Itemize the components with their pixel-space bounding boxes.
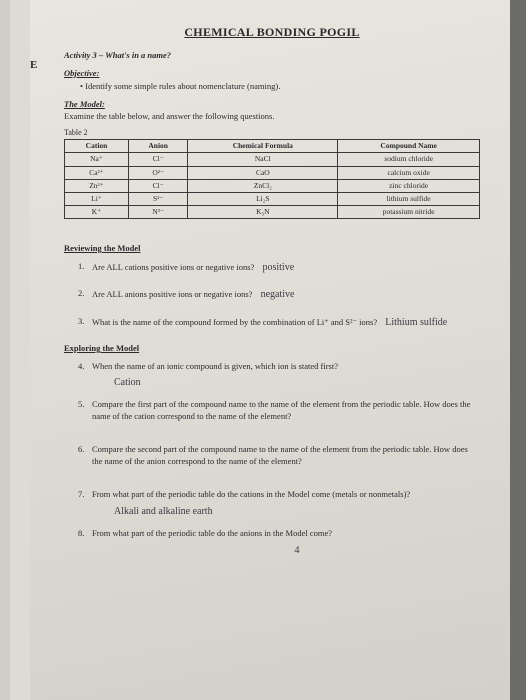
q-num: 6. bbox=[78, 444, 92, 467]
table-row: Ca²⁺O²⁻CaOcalcium oxide bbox=[65, 166, 480, 179]
objective-bullet: • Identify some simple rules about nomen… bbox=[80, 81, 480, 92]
table-cell: Na⁺ bbox=[65, 153, 129, 166]
table-header: Anion bbox=[128, 140, 187, 153]
activity-line: Activity 3 – What's in a name? bbox=[64, 50, 480, 61]
question: 2.Are ALL anions positive ions or negati… bbox=[78, 288, 480, 302]
reviewing-heading: Reviewing the Model bbox=[64, 243, 480, 254]
table-cell: Li₂S bbox=[188, 192, 338, 205]
table-cell: K⁺ bbox=[65, 205, 129, 218]
q-num: 5. bbox=[78, 399, 92, 422]
q-num: 2. bbox=[78, 288, 92, 302]
table-cell: lithium sulfide bbox=[338, 192, 480, 205]
table-cell: sodium chloride bbox=[338, 153, 480, 166]
handwritten-answer: Cation bbox=[114, 376, 480, 390]
objective-section: Objective: • Identify some simple rules … bbox=[64, 68, 480, 93]
table-cell: Zn²⁺ bbox=[65, 179, 129, 192]
page-title: CHEMICAL BONDING POGIL bbox=[64, 24, 480, 40]
handwritten-answer: negative bbox=[261, 289, 295, 300]
table-cell: calcium oxide bbox=[338, 166, 480, 179]
table-cell: potassium nitride bbox=[338, 205, 480, 218]
q-text: Are ALL cations positive ions or negativ… bbox=[92, 261, 480, 275]
q-num: 8. bbox=[78, 528, 92, 539]
q-num: 3. bbox=[78, 316, 92, 330]
table-cell: N³⁻ bbox=[128, 205, 187, 218]
model-label: The Model: bbox=[64, 99, 105, 109]
chemical-table: CationAnionChemical FormulaCompound Name… bbox=[64, 139, 480, 219]
table-cell: Ca²⁺ bbox=[65, 166, 129, 179]
table-cell: NaCl bbox=[188, 153, 338, 166]
table-cell: ZnCl₂ bbox=[188, 179, 338, 192]
table-cell: O²⁻ bbox=[128, 166, 187, 179]
q-text: When the name of an ionic compound is gi… bbox=[92, 361, 480, 372]
handwritten-answer: 4 bbox=[114, 544, 480, 558]
table-cell: Li⁺ bbox=[65, 192, 129, 205]
q-text: Compare the first part of the compound n… bbox=[92, 399, 480, 422]
q-num: 7. bbox=[78, 489, 92, 500]
exploring-heading: Exploring the Model bbox=[64, 343, 480, 354]
question: 7.From what part of the periodic table d… bbox=[78, 489, 480, 500]
q-num: 1. bbox=[78, 261, 92, 275]
table-cell: Cl⁻ bbox=[128, 153, 187, 166]
handwritten-answer: positive bbox=[262, 262, 294, 273]
table-row: K⁺N³⁻K₃Npotassium nitride bbox=[65, 205, 480, 218]
table-row: Na⁺Cl⁻NaClsodium chloride bbox=[65, 153, 480, 166]
question: 6.Compare the second part of the compoun… bbox=[78, 444, 480, 467]
table-header: Cation bbox=[65, 140, 129, 153]
worksheet-paper: E CHEMICAL BONDING POGIL Activity 3 – Wh… bbox=[30, 0, 510, 700]
q-text: From what part of the periodic table do … bbox=[92, 528, 480, 539]
q-text: Compare the second part of the compound … bbox=[92, 444, 480, 467]
question: 3.What is the name of the compound forme… bbox=[78, 316, 480, 330]
q-text: Are ALL anions positive ions or negative… bbox=[92, 288, 480, 302]
model-text: Examine the table below, and answer the … bbox=[64, 111, 480, 122]
table-cell: K₃N bbox=[188, 205, 338, 218]
table-row: Zn²⁺Cl⁻ZnCl₂zinc chloride bbox=[65, 179, 480, 192]
handwritten-answer: Alkali and alkaline earth bbox=[114, 505, 480, 519]
handwritten-answer: Lithium sulfide bbox=[385, 317, 447, 328]
question: 1.Are ALL cations positive ions or negat… bbox=[78, 261, 480, 275]
table-label: Table 2 bbox=[64, 128, 480, 139]
objective-label: Objective: bbox=[64, 68, 99, 78]
question: 8.From what part of the periodic table d… bbox=[78, 528, 480, 539]
table-cell: zinc chloride bbox=[338, 179, 480, 192]
q-text: What is the name of the compound formed … bbox=[92, 316, 480, 330]
q-num: 4. bbox=[78, 361, 92, 372]
question: 5.Compare the first part of the compound… bbox=[78, 399, 480, 422]
table-cell: S²⁻ bbox=[128, 192, 187, 205]
question: 4.When the name of an ionic compound is … bbox=[78, 361, 480, 372]
model-section: The Model: Examine the table below, and … bbox=[64, 99, 480, 123]
margin-letter: E bbox=[30, 58, 37, 73]
table-cell: CaO bbox=[188, 166, 338, 179]
table-header: Chemical Formula bbox=[188, 140, 338, 153]
table-row: Li⁺S²⁻Li₂Slithium sulfide bbox=[65, 192, 480, 205]
q-text: From what part of the periodic table do … bbox=[92, 489, 480, 500]
table-cell: Cl⁻ bbox=[128, 179, 187, 192]
table-header: Compound Name bbox=[338, 140, 480, 153]
